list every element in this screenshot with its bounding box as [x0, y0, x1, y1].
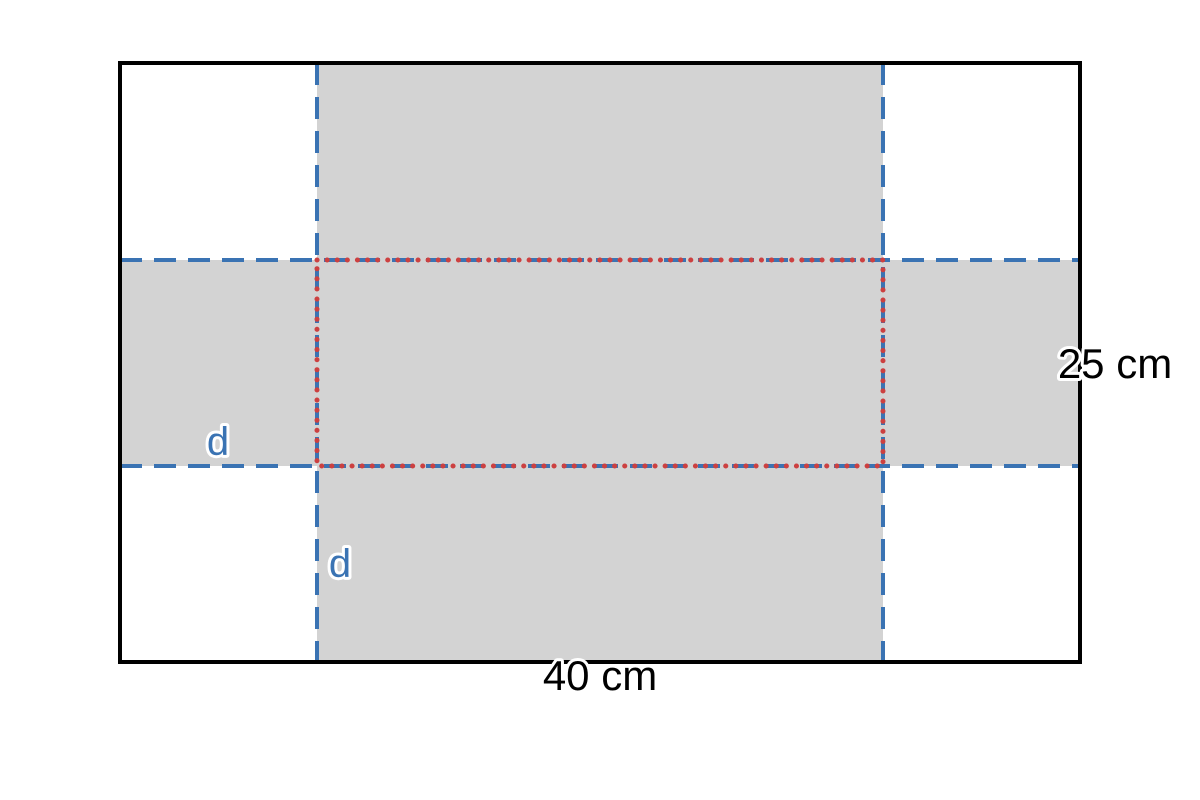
sheet-outline — [118, 61, 1082, 664]
box-base-outline — [314, 257, 886, 469]
height-label: 25 cm — [1058, 340, 1172, 387]
cut-label-horizontal: d — [207, 420, 229, 464]
cut-label-vertical: d — [329, 542, 351, 586]
width-label: 40 cm — [543, 652, 657, 699]
net-horizontal-strip — [120, 260, 1080, 466]
